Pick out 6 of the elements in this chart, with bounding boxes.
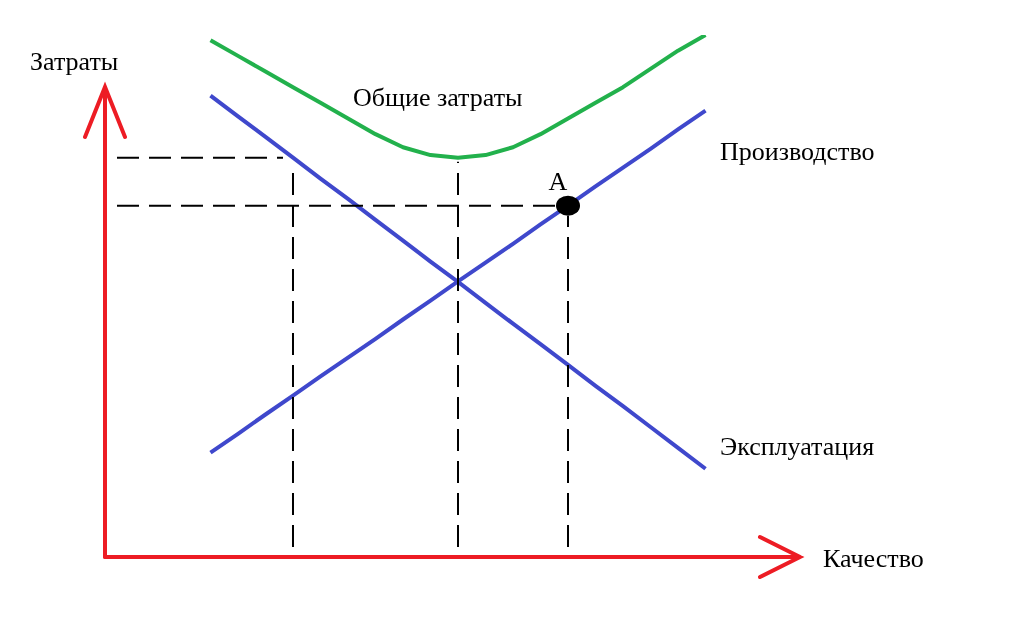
x-axis-title: Качество <box>823 544 924 573</box>
series-label: Общие затраты <box>353 83 523 112</box>
series-label: Производство <box>720 137 875 166</box>
y-axis-title: Затраты <box>30 47 119 76</box>
series-label: Эксплуатация <box>720 432 875 461</box>
annotation: A <box>548 166 568 196</box>
